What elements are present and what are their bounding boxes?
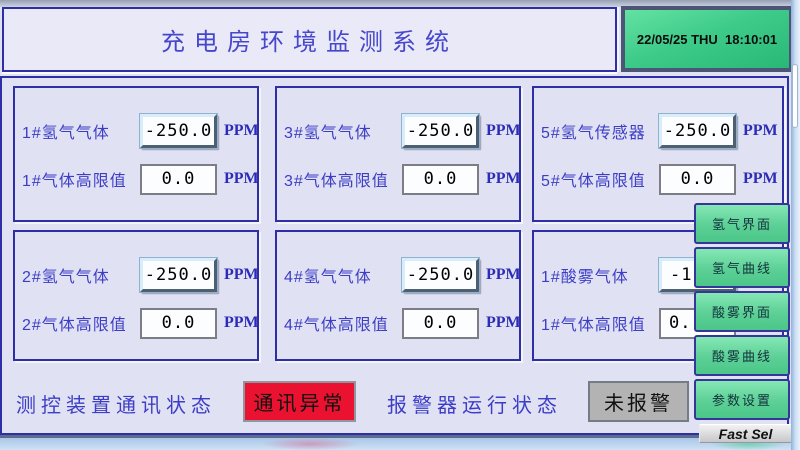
fast-sel-button[interactable]: Fast Sel: [699, 424, 792, 443]
limit-value-input[interactable]: 0.0: [140, 163, 217, 195]
scrollbar-thumb[interactable]: [792, 64, 798, 128]
unit-label: PPM: [224, 170, 259, 187]
unit-label: PPM: [224, 122, 259, 139]
gas-panel-5: 5#氢气传感器 -250.0 PPM 5#气体高限值 0.0 PPM: [532, 86, 784, 222]
limit-value-input[interactable]: 0.0: [402, 163, 479, 195]
nav-button-column: 氢气界面 氢气曲线 酸雾界面 酸雾曲线 参数设置: [694, 203, 790, 423]
limit-label: 1#气体高限值: [22, 173, 127, 190]
gas-panel-3: 3#氢气气体 -250.0 PPM 3#气体高限值 0.0 PPM: [275, 86, 521, 222]
gas-label: 5#氢气传感器: [541, 125, 646, 142]
parameter-settings-button[interactable]: 参数设置: [694, 379, 790, 420]
unit-label: PPM: [224, 314, 259, 331]
gas-label: 1#酸雾气体: [541, 269, 629, 286]
alarm-status-badge: 未报警: [588, 381, 689, 422]
gas-value-display: -250.0: [140, 258, 217, 292]
unit-label: PPM: [486, 170, 521, 187]
hydrogen-screen-button[interactable]: 氢气界面: [694, 203, 790, 244]
comm-status-label: 测控装置通讯状态: [16, 395, 216, 417]
limit-value-input[interactable]: 0.0: [140, 307, 217, 339]
hydrogen-curve-button[interactable]: 氢气曲线: [694, 247, 790, 288]
limit-label: 3#气体高限值: [284, 173, 389, 190]
datetime-text: 22/05/25 THU 18:10:01: [636, 31, 778, 47]
limit-value-input[interactable]: 0.0: [402, 307, 479, 339]
unit-label: PPM: [224, 266, 259, 283]
gas-value-display: -250.0: [659, 114, 736, 148]
page-title: 充电房环境监测系统: [161, 29, 458, 56]
gas-label: 4#氢气气体: [284, 269, 372, 286]
title-bar: 充电房环境监测系统: [2, 7, 617, 72]
comm-status-badge: 通讯异常: [243, 381, 356, 422]
limit-label: 1#气体高限值: [541, 317, 646, 334]
gas-panel-1: 1#氢气气体 -250.0 PPM 1#气体高限值 0.0 PPM: [13, 86, 259, 222]
unit-label: PPM: [743, 170, 778, 187]
acid-mist-screen-button[interactable]: 酸雾界面: [694, 291, 790, 332]
clock-display: 22/05/25 THU 18:10:01: [621, 6, 793, 72]
unit-label: PPM: [486, 266, 521, 283]
right-scrollbar[interactable]: [791, 0, 800, 450]
limit-label: 4#气体高限值: [284, 317, 389, 334]
gas-label: 3#氢气气体: [284, 125, 372, 142]
alarm-status-label: 报警器运行状态: [387, 395, 562, 417]
unit-label: PPM: [486, 122, 521, 139]
limit-label: 5#气体高限值: [541, 173, 646, 190]
gas-panel-2: 2#氢气气体 -250.0 PPM 2#气体高限值 0.0 PPM: [13, 230, 259, 361]
unit-label: PPM: [743, 122, 778, 139]
gas-value-display: -250.0: [140, 114, 217, 148]
acid-mist-curve-button[interactable]: 酸雾曲线: [694, 335, 790, 376]
limit-label: 2#气体高限值: [22, 317, 127, 334]
gas-label: 1#氢气气体: [22, 125, 110, 142]
window-top-edge: [0, 0, 800, 7]
screen-bottom-border: [0, 435, 800, 438]
gas-panel-4: 4#氢气气体 -250.0 PPM 4#气体高限值 0.0 PPM: [275, 230, 521, 361]
window-bottom-edge: [0, 438, 800, 450]
gas-value-display: -250.0: [402, 114, 479, 148]
unit-label: PPM: [486, 314, 521, 331]
gas-label: 2#氢气气体: [22, 269, 110, 286]
gas-value-display: -250.0: [402, 258, 479, 292]
limit-value-input[interactable]: 0.0: [659, 163, 736, 195]
